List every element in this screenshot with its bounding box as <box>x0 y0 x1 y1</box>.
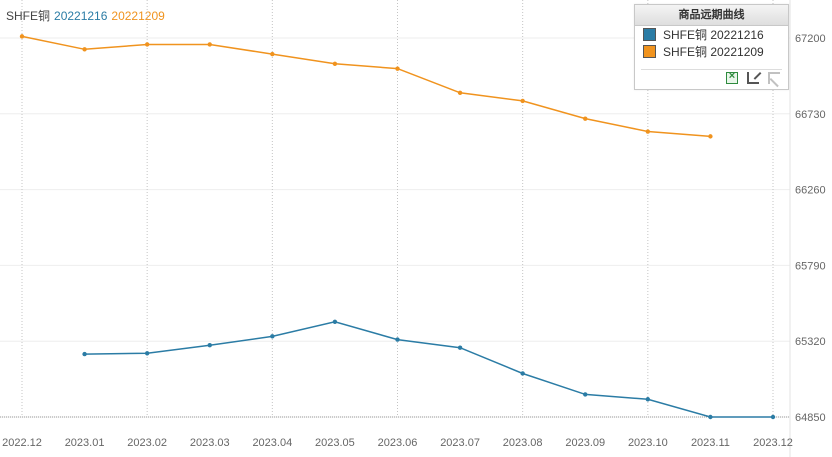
x-tick-label-6: 2023.06 <box>378 437 418 449</box>
y-tick-label-0: 64850 <box>795 412 826 424</box>
series-1-point-1 <box>144 351 150 356</box>
cursor-icon[interactable] <box>768 72 780 84</box>
y-tick-label-2: 65790 <box>795 260 826 272</box>
series-1-point-11 <box>770 414 776 420</box>
legend-divider <box>641 69 782 70</box>
y-tick-label-3: 66260 <box>795 185 826 197</box>
series-1-point-10 <box>708 414 713 420</box>
legend-panel: 商品远期曲线 SHFE铜 20221216 SHFE铜 20221209 <box>634 4 789 90</box>
series-1-point-4 <box>332 319 338 325</box>
series-2-point-9 <box>583 116 588 121</box>
x-tick-label-8: 2023.08 <box>503 437 543 449</box>
series-2-point-4 <box>270 51 275 57</box>
series-2-point-8 <box>520 98 525 104</box>
series-1-point-8 <box>583 392 588 397</box>
excel-export-icon[interactable] <box>726 70 738 84</box>
series-1-point-3 <box>270 334 275 339</box>
series-2-point-11 <box>708 134 713 139</box>
series-line-1 <box>84 321 773 418</box>
title-prefix: SHFE铜 <box>6 9 51 23</box>
x-tick-label-10: 2023.10 <box>628 437 668 449</box>
legend-toolbar <box>726 70 780 84</box>
series-2-point-3 <box>207 42 212 47</box>
legend-item-series-1[interactable]: SHFE铜 20221216 <box>635 26 788 43</box>
legend-swatch-1 <box>643 28 656 41</box>
x-tick-label-11: 2023.11 <box>691 437 730 449</box>
y-tick-label-5: 67200 <box>795 33 826 45</box>
legend-title: 商品远期曲线 <box>635 5 788 26</box>
series-2-point-6 <box>395 66 400 71</box>
series-2-point-1 <box>82 47 87 52</box>
series-1-point-2 <box>207 343 212 348</box>
legend-label-2: SHFE铜 20221209 <box>663 45 764 59</box>
series-2-point-2 <box>144 42 150 47</box>
x-tick-label-12: 2023.12 <box>753 437 793 449</box>
series-2-point-0 <box>19 34 25 39</box>
x-tick-label-0: 2022.12 <box>2 437 42 449</box>
series-line-2 <box>21 35 711 138</box>
series-1-point-9 <box>645 397 651 402</box>
title-date-1: 20221216 <box>54 9 108 23</box>
x-tick-label-2: 2023.02 <box>127 437 167 449</box>
x-tick-label-5: 2023.05 <box>315 437 355 449</box>
legend-swatch-2 <box>643 45 656 58</box>
series-1-point-6 <box>457 345 463 350</box>
series-2-point-10 <box>645 129 651 134</box>
y-tick-label-1: 65320 <box>795 336 826 348</box>
legend-label-1: SHFE铜 20221216 <box>663 28 764 42</box>
x-tick-label-4: 2023.04 <box>252 437 292 449</box>
legend-item-series-2[interactable]: SHFE铜 20221209 <box>635 43 788 60</box>
crop-icon[interactable] <box>747 72 759 84</box>
y-tick-label-4: 66730 <box>795 109 826 121</box>
series-1-point-5 <box>395 337 400 342</box>
x-tick-label-9: 2023.09 <box>565 437 605 449</box>
series-1-point-7 <box>520 371 525 376</box>
title-date-2: 20221209 <box>111 9 165 23</box>
series-2-point-5 <box>332 61 338 67</box>
chart-title: SHFE铜 20221216 20221209 <box>6 7 165 24</box>
x-tick-label-7: 2023.07 <box>440 437 480 449</box>
series-2-point-7 <box>457 90 463 96</box>
x-tick-label-1: 2023.01 <box>65 437 105 449</box>
series-1-point-0 <box>82 351 87 357</box>
x-tick-label-3: 2023.03 <box>190 437 230 449</box>
